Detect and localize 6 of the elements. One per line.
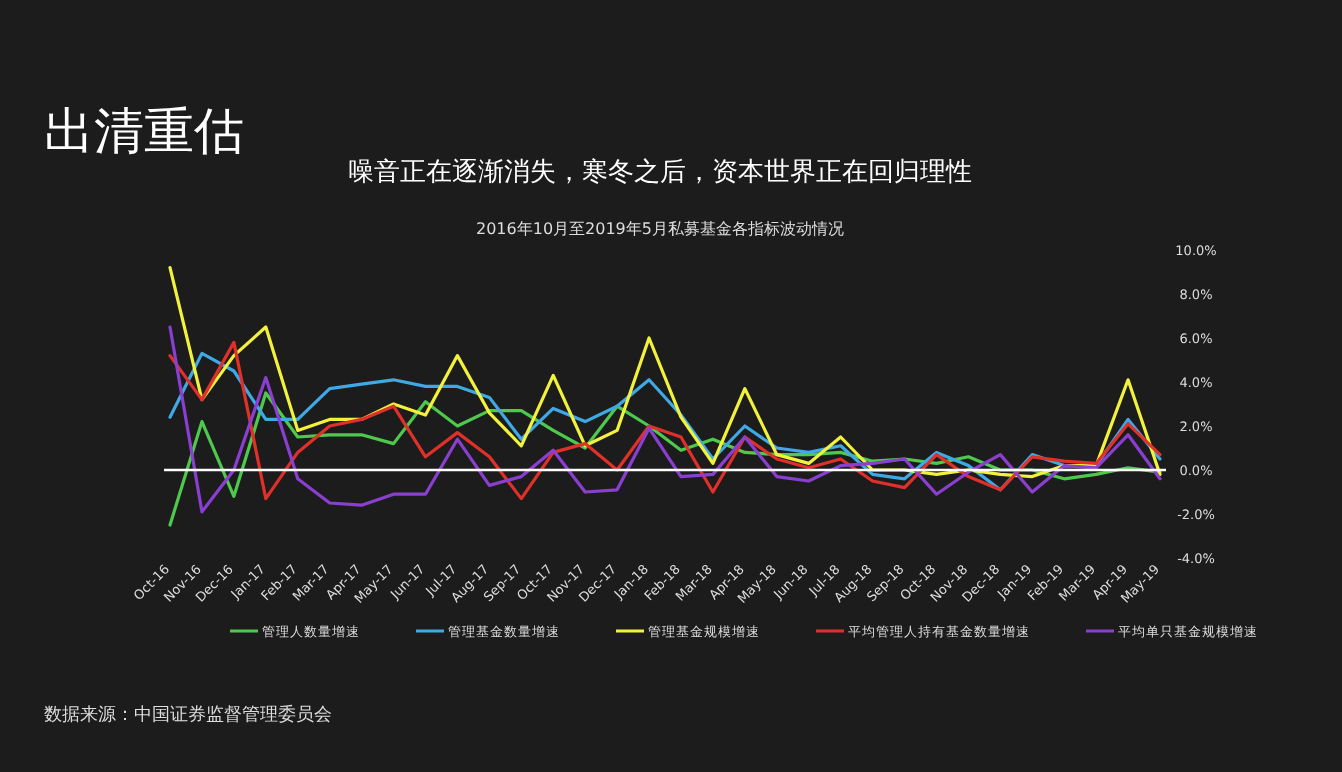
chart-title: 出清重估 (44, 102, 244, 160)
chart-subtitle: 噪音正在逐渐消失，寒冬之后，资本世界正在回归理性 (348, 156, 972, 188)
text: 2016年10月至2019年5月私募基金各指标波动情况 (476, 220, 844, 238)
line-series (168, 266, 1162, 479)
line-series (168, 391, 1162, 527)
source-note: 数据来源：中国证券监督管理委员会 (44, 704, 332, 726)
